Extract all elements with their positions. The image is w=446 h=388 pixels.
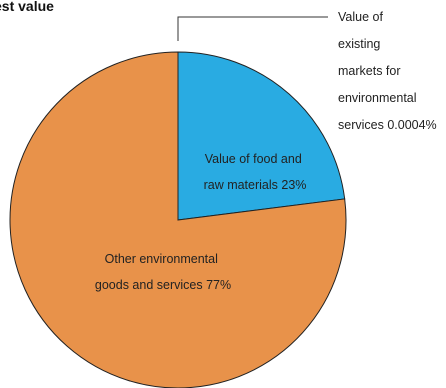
pie-slice-other-environmental: [9, 51, 347, 388]
slice-labels: Value of food and raw materials 23% Othe…: [95, 152, 307, 292]
slice-label-food-raw-materials: Value of food and raw materials 23%: [204, 152, 307, 192]
slice-label-other-line-1: Other environmental: [105, 252, 218, 266]
callout-label-line-5: services 0.0004%: [338, 118, 437, 132]
slice-label-food-line-1: Value of food and: [205, 152, 302, 166]
callout-label-line-2: existing: [338, 37, 380, 51]
callout-label-line-1: Value of: [338, 10, 383, 24]
slice-label-food-line-2: raw materials 23%: [204, 178, 307, 192]
callout-leader-line: [177, 16, 328, 41]
callout-label-line-4: environmental: [338, 91, 417, 105]
pie-slices: [9, 51, 347, 388]
pie-slice-food-raw-materials: [177, 51, 346, 221]
callout-label: Value of existing markets for environmen…: [338, 10, 437, 132]
slice-label-other-line-2: goods and services 77%: [95, 278, 231, 292]
chart-title: est value: [0, 0, 54, 14]
callout-label-line-3: markets for: [338, 64, 401, 78]
callout: Value of existing markets for environmen…: [177, 10, 437, 132]
slice-label-other-environmental: Other environmental goods and services 7…: [95, 252, 231, 292]
